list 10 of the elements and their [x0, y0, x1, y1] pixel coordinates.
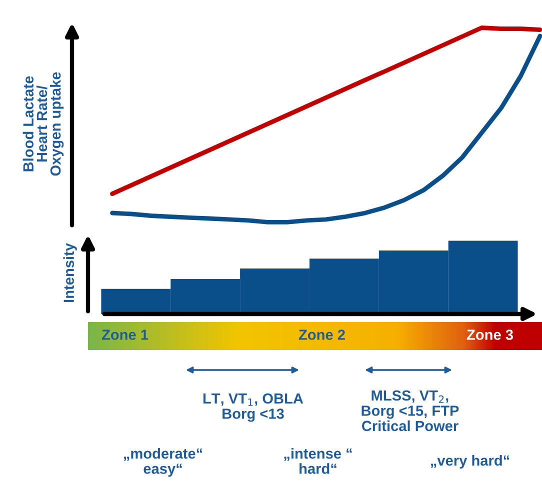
text: MLSS, VT$_{2}$, Borg <15, FTP Critical Power [362, 390, 459, 432]
text: Zone 1 [102, 330, 148, 340]
y-axis-title: Blood Lactate Heart Rate/ Oxygen uptake [22, 72, 64, 176]
text: „intense “ hard“ [284, 448, 352, 474]
text: „very hard“ [430, 455, 510, 469]
text: Zone 2 [298, 330, 345, 340]
text: „moderate“ easy“ [124, 448, 202, 477]
y-axis-title: Intensity [63, 243, 77, 302]
text: Zone 3 [466, 330, 513, 340]
text: LT, VT$_{1}$, OBLA Borg <13 [203, 393, 304, 422]
